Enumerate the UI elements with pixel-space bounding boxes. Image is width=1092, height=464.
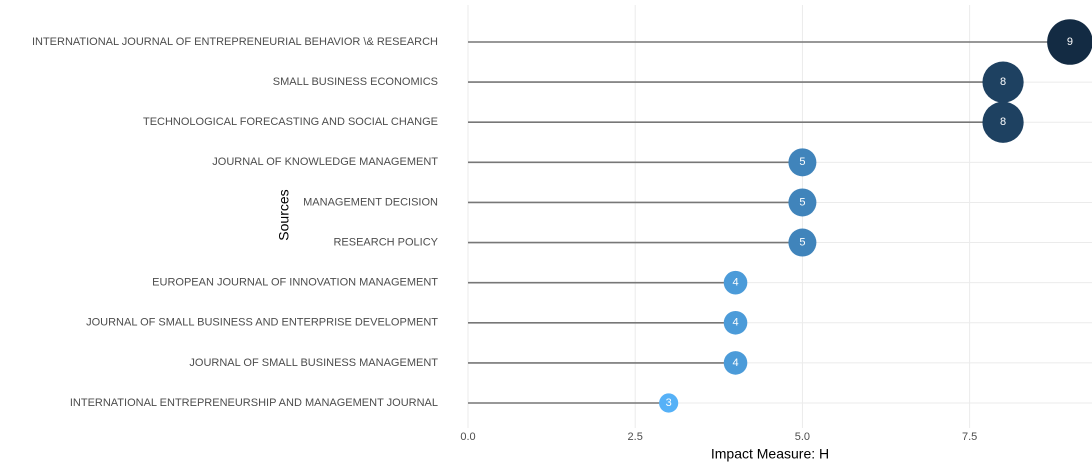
- dot: [982, 61, 1024, 103]
- y-tick-label: INTERNATIONAL JOURNAL OF ENTREPRENEURIAL…: [32, 36, 438, 48]
- value-label: 3: [666, 397, 672, 409]
- value-label: 4: [732, 357, 738, 369]
- y-axis-label: Sources: [276, 189, 292, 240]
- value-label: 4: [732, 277, 738, 289]
- dot: [788, 188, 817, 217]
- y-tick-label: JOURNAL OF SMALL BUSINESS MANAGEMENT: [189, 357, 438, 369]
- dot: [788, 228, 817, 257]
- x-tick-label: 7.5: [962, 431, 977, 443]
- value-label: 5: [799, 156, 805, 168]
- y-tick-label: RESEARCH POLICY: [333, 236, 438, 248]
- y-tick-label: JOURNAL OF SMALL BUSINESS AND ENTERPRISE…: [86, 317, 438, 329]
- y-tick-label: SMALL BUSINESS ECONOMICS: [273, 76, 438, 88]
- value-label: 8: [1000, 76, 1006, 88]
- value-label: 5: [799, 196, 805, 208]
- dot: [723, 310, 748, 335]
- x-tick-label: 0.0: [460, 431, 475, 443]
- dot: [1047, 19, 1092, 65]
- dot: [982, 101, 1024, 143]
- dot: [659, 393, 679, 413]
- dot: [788, 148, 817, 177]
- dot: [723, 270, 748, 295]
- x-axis-label: Impact Measure: H: [711, 446, 829, 462]
- y-tick-label: INTERNATIONAL ENTREPRENEURSHIP AND MANAG…: [70, 397, 438, 409]
- value-label: 5: [799, 236, 805, 248]
- y-tick-label: JOURNAL OF KNOWLEDGE MANAGEMENT: [212, 156, 438, 168]
- x-tick-label: 5.0: [795, 431, 810, 443]
- y-tick-label: EUROPEAN JOURNAL OF INNOVATION MANAGEMEN…: [152, 277, 438, 289]
- x-tick-label: 2.5: [628, 431, 643, 443]
- value-label: 8: [1000, 116, 1006, 128]
- y-tick-label: MANAGEMENT DECISION: [303, 196, 438, 208]
- y-tick-label: TECHNOLOGICAL FORECASTING AND SOCIAL CHA…: [143, 116, 438, 128]
- value-label: 9: [1067, 36, 1073, 48]
- dot: [723, 351, 748, 375]
- value-label: 4: [732, 317, 738, 329]
